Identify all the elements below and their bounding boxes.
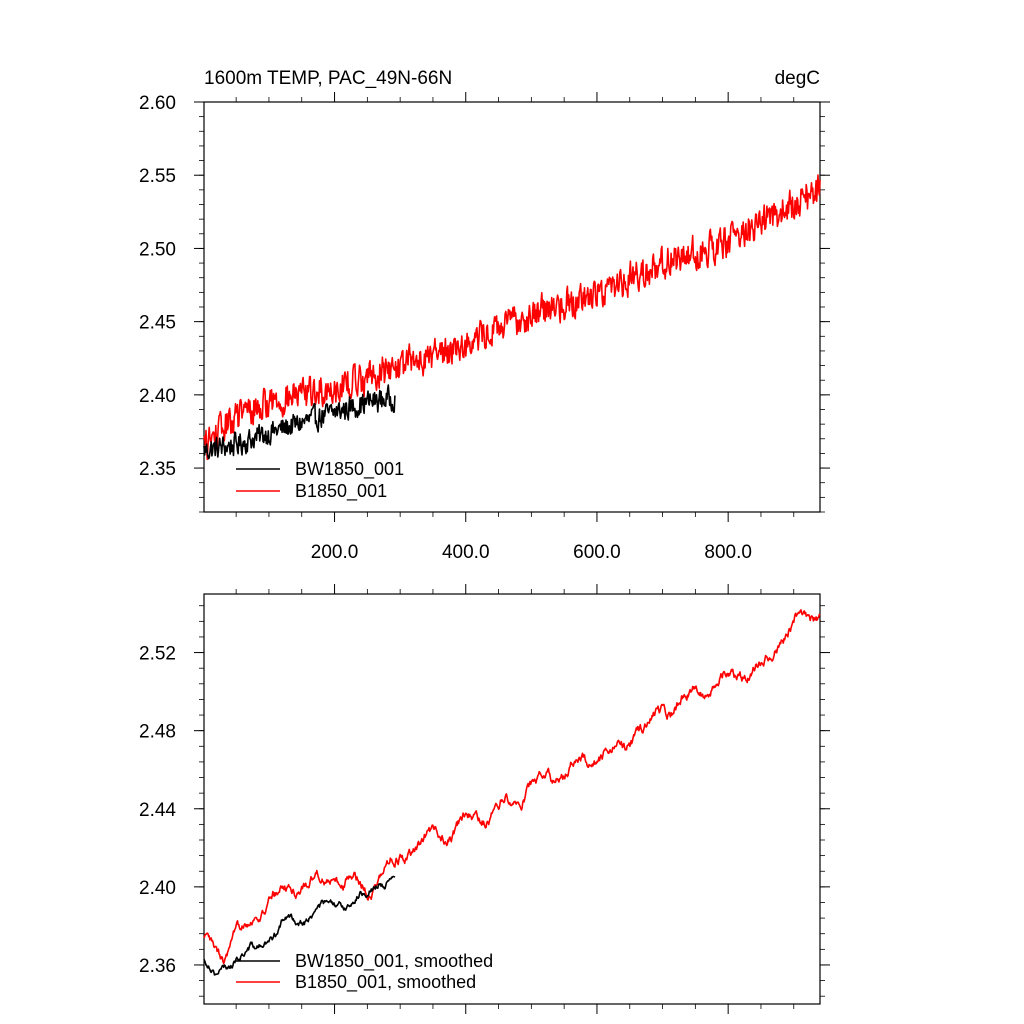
y-tick-label: 2.50 [139, 239, 176, 260]
y-tick-label: 2.52 [139, 644, 176, 665]
top-legend: BW1850_001 B1850_001 [236, 459, 404, 502]
legend-label-bw1850-001: BW1850_001 [295, 459, 404, 480]
y-tick-label: 2.45 [139, 313, 176, 334]
top-chart-title: 1600m TEMP, PAC_49N-66N [204, 68, 452, 89]
y-tick-label: 2.60 [139, 93, 176, 114]
bottom-panel: 2.36 2.40 2.44 2.48 2.52 BW1850_001, smoothe… [139, 584, 830, 1014]
top-series [203, 174, 821, 461]
y-tick-label: 2.40 [139, 386, 176, 407]
y-tick-label: 2.48 [139, 722, 176, 743]
top-axes: 2.35 2.40 2.45 2.50 2.55 2.60 200.0 400.0 600.0 8… [139, 92, 830, 563]
legend-label-b1850-001: B1850_001 [295, 481, 387, 502]
x-tick-label: 400.0 [442, 542, 490, 563]
x-tick-label: 200.0 [311, 542, 359, 563]
y-tick-label: 2.55 [139, 166, 176, 187]
plot-frame [203, 593, 821, 1005]
series-line-b1850-001 [203, 174, 821, 461]
y-tick-label: 2.44 [139, 800, 176, 821]
y-tick-label: 2.36 [139, 956, 176, 977]
bottom-axes: 2.36 2.40 2.44 2.48 2.52 [139, 584, 830, 1014]
legend-label-b1850-001-smoothed: B1850_001, smoothed [295, 972, 476, 993]
plot-frame [203, 101, 821, 513]
top-panel: 1600m TEMP, PAC_49N-66N degC 2.35 2.40 2.4… [139, 68, 830, 563]
series-line-b1850-001-smoothed [203, 609, 821, 965]
y-tick-label: 2.40 [139, 878, 176, 899]
bottom-legend: BW1850_001, smoothed B1850_001, smoothed [236, 951, 493, 993]
series-line-bw1850-001-smoothed [203, 875, 396, 976]
bottom-series [203, 609, 821, 976]
x-tick-label: 800.0 [704, 542, 752, 563]
x-tick-label: 600.0 [573, 542, 621, 563]
series-line-bw1850-001 [203, 384, 396, 460]
y-tick-label: 2.35 [139, 459, 176, 480]
top-chart-units: degC [775, 68, 820, 89]
legend-label-bw1850-001-smoothed: BW1850_001, smoothed [295, 951, 493, 972]
